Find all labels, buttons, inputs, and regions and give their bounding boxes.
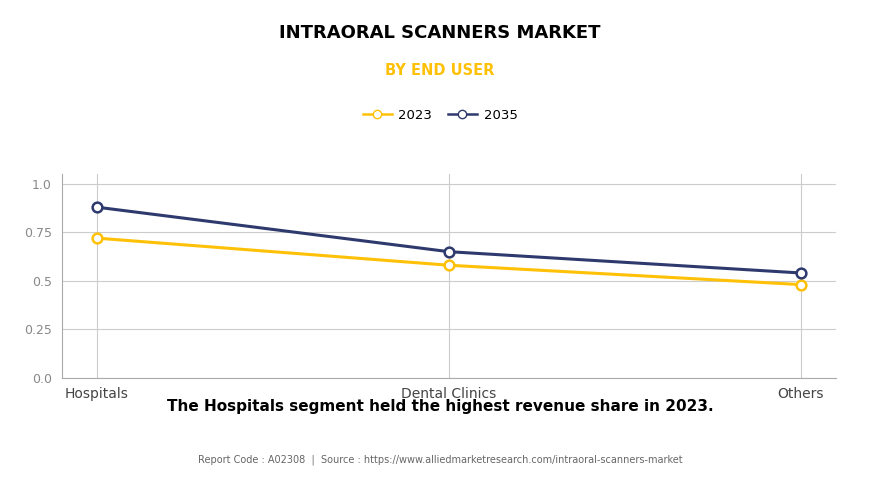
Text: The Hospitals segment held the highest revenue share in 2023.: The Hospitals segment held the highest r…	[166, 399, 714, 414]
Text: INTRAORAL SCANNERS MARKET: INTRAORAL SCANNERS MARKET	[279, 24, 601, 42]
2023	[796, 282, 806, 287]
Line: 2023: 2023	[92, 233, 806, 289]
Text: BY END USER: BY END USER	[385, 63, 495, 78]
Legend: 2023, 2035: 2023, 2035	[357, 104, 523, 127]
Line: 2035: 2035	[92, 202, 806, 278]
2023	[444, 262, 454, 268]
2023	[92, 235, 102, 241]
2035	[92, 204, 102, 210]
Text: Report Code : A02308  |  Source : https://www.alliedmarketresearch.com/intraoral: Report Code : A02308 | Source : https://…	[198, 455, 682, 466]
2035	[796, 270, 806, 276]
2035	[444, 249, 454, 255]
